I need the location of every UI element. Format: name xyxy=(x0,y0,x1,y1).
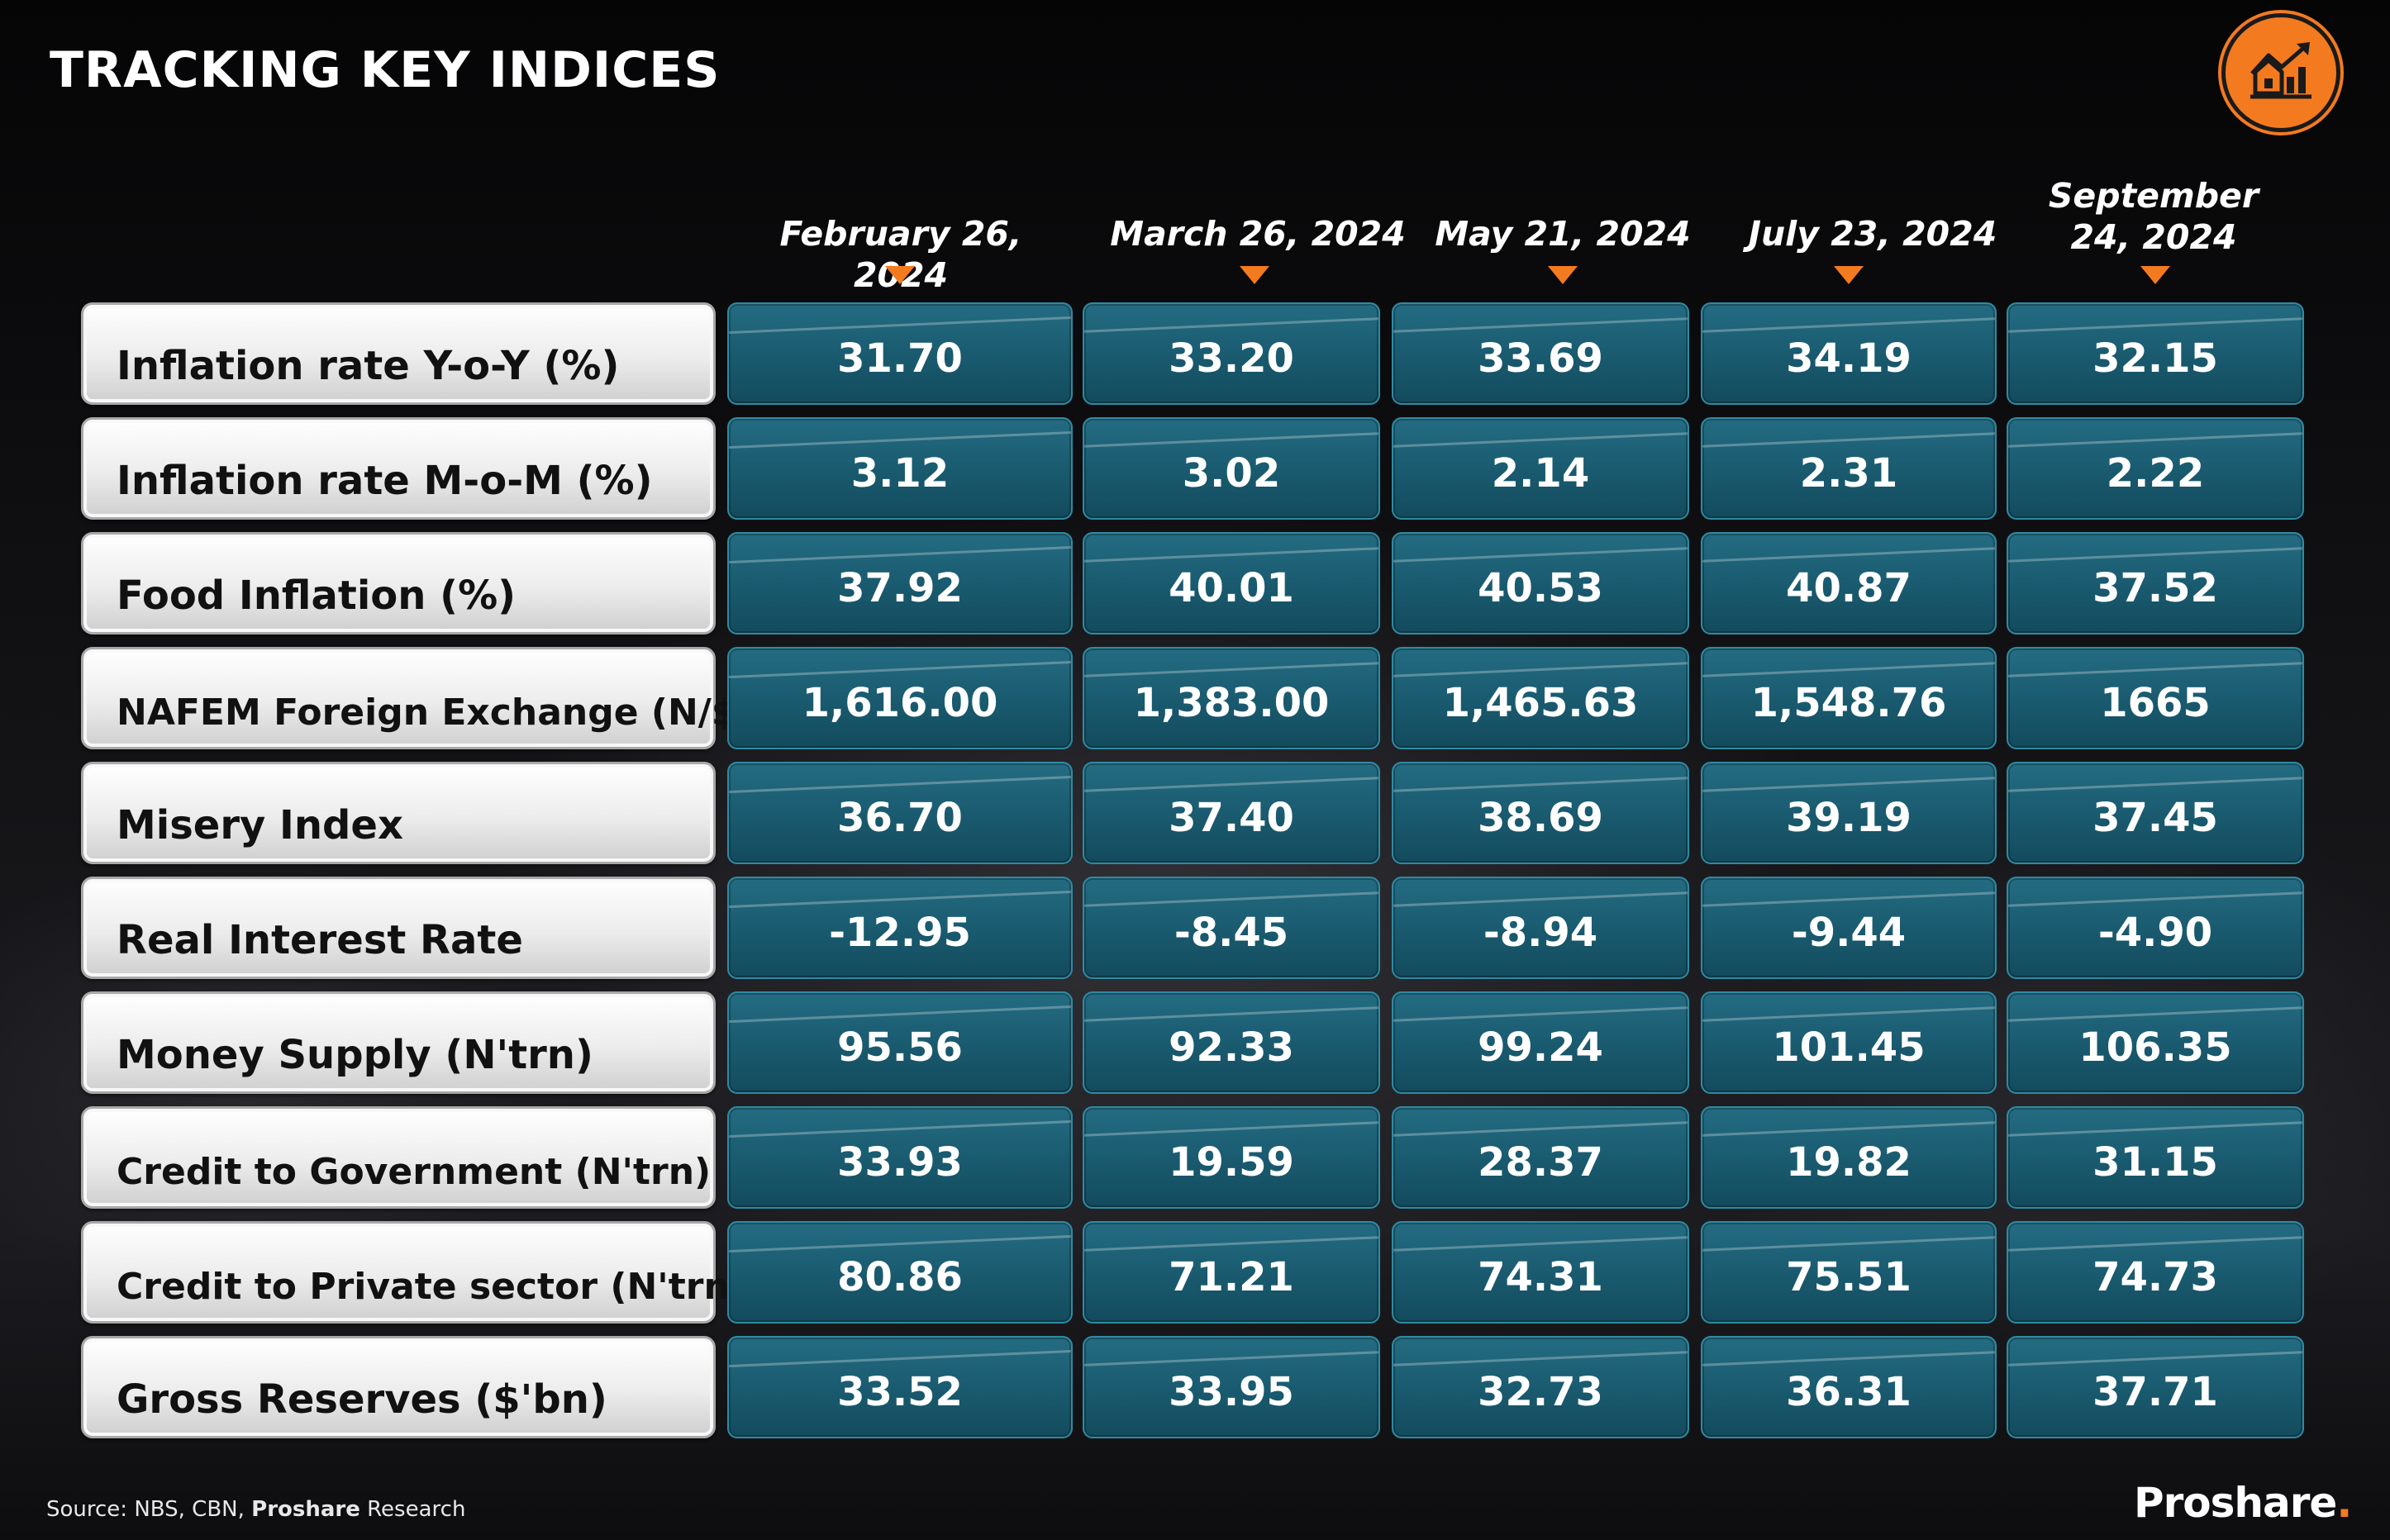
table-cell: 38.69 xyxy=(1392,762,1689,864)
chevron-down-icon xyxy=(1548,266,1578,284)
table-cell: -4.90 xyxy=(2007,877,2304,979)
table-cell: 32.15 xyxy=(2007,302,2304,405)
table-cell: 74.31 xyxy=(1392,1221,1689,1324)
table-cell: 33.93 xyxy=(727,1106,1073,1209)
table-cell: 3.12 xyxy=(727,417,1073,520)
table-cell: 1665 xyxy=(2007,647,2304,749)
table-cell: 19.82 xyxy=(1701,1106,1997,1209)
table-cell: 36.31 xyxy=(1701,1336,1997,1438)
source-brand: Proshare xyxy=(251,1497,360,1522)
table-cell: 37.92 xyxy=(727,532,1073,635)
table-cell: 40.53 xyxy=(1392,532,1689,635)
row-label: Inflation rate M-o-M (%) xyxy=(81,417,716,520)
row-label: Real Interest Rate xyxy=(81,877,716,979)
brand-name: Proshare xyxy=(2134,1479,2337,1527)
table-cell: 92.33 xyxy=(1083,991,1380,1094)
table-cell: 75.51 xyxy=(1701,1221,1997,1324)
table-cell: 37.71 xyxy=(2007,1336,2304,1438)
table-cell: 99.24 xyxy=(1392,991,1689,1094)
table-cell: -8.94 xyxy=(1392,877,1689,979)
table-cell: 1,616.00 xyxy=(727,647,1073,749)
table-cell: 74.73 xyxy=(2007,1221,2304,1324)
table-cell: 1,548.76 xyxy=(1701,647,1997,749)
table-cell: -12.95 xyxy=(727,877,1073,979)
proshare-logo: Proshare. xyxy=(2134,1479,2352,1527)
chevron-down-icon xyxy=(1834,266,1864,284)
table-cell: 1,383.00 xyxy=(1083,647,1380,749)
brand-dot: . xyxy=(2336,1479,2352,1527)
table-cell: 37.52 xyxy=(2007,532,2304,635)
table-cell: 71.21 xyxy=(1083,1221,1380,1324)
table-cell: 40.01 xyxy=(1083,532,1380,635)
table-cell: 2.14 xyxy=(1392,417,1689,520)
table-cell: 80.86 xyxy=(727,1221,1073,1324)
table-cell: 31.70 xyxy=(727,302,1073,405)
table-cell: 37.40 xyxy=(1083,762,1380,864)
page-title: TRACKING KEY INDICES xyxy=(50,41,721,99)
table-cell: -8.45 xyxy=(1083,877,1380,979)
table-cell: 34.19 xyxy=(1701,302,1997,405)
row-label: Credit to Government (N'trn) xyxy=(81,1106,716,1209)
table-cell: 40.87 xyxy=(1701,532,1997,635)
table-cell: 36.70 xyxy=(727,762,1073,864)
table-cell: 2.22 xyxy=(2007,417,2304,520)
row-label: Money Supply (N'trn) xyxy=(81,991,716,1094)
table-cell: 2.31 xyxy=(1701,417,1997,520)
house-growth-chart-icon xyxy=(2218,10,2344,135)
chevron-down-icon xyxy=(2140,266,2170,284)
table-cell: 32.73 xyxy=(1392,1336,1689,1438)
table-cell: 28.37 xyxy=(1392,1106,1689,1209)
row-label: Misery Index xyxy=(81,762,716,864)
table-cell: 1,465.63 xyxy=(1392,647,1689,749)
table-cell: 101.45 xyxy=(1701,991,1997,1094)
table-cell: 33.69 xyxy=(1392,302,1689,405)
table-cell: 3.02 xyxy=(1083,417,1380,520)
column-header: May 21, 2024 xyxy=(1435,214,1691,254)
table-cell: 37.45 xyxy=(2007,762,2304,864)
column-header: March 26, 2024 xyxy=(1110,214,1406,254)
table-cell: 106.35 xyxy=(2007,991,2304,1094)
table-cell: 19.59 xyxy=(1083,1106,1380,1209)
table-cell: 39.19 xyxy=(1701,762,1997,864)
column-header: July 23, 2024 xyxy=(1748,214,1997,254)
row-label: Food Inflation (%) xyxy=(81,532,716,635)
chevron-down-icon xyxy=(885,266,915,284)
row-label: Gross Reserves ($'bn) xyxy=(81,1336,716,1438)
source-suffix: Research xyxy=(367,1497,466,1522)
source-note: Source: NBS, CBN, Proshare Research xyxy=(46,1497,465,1522)
table-cell: -9.44 xyxy=(1701,877,1997,979)
table-cell: 95.56 xyxy=(727,991,1073,1094)
row-label: Credit to Private sector (N'trn) xyxy=(81,1221,746,1324)
chevron-down-icon xyxy=(1240,266,1269,284)
table-cell: 31.15 xyxy=(2007,1106,2304,1209)
table-cell: 33.52 xyxy=(727,1336,1073,1438)
row-label: Inflation rate Y-o-Y (%) xyxy=(81,302,716,405)
source-prefix: Source: NBS, CBN, xyxy=(46,1497,245,1522)
row-label: NAFEM Foreign Exchange (N/$) xyxy=(81,647,754,749)
column-header: September 24, 2024 xyxy=(2048,176,2259,257)
table-cell: 33.20 xyxy=(1083,302,1380,405)
table-cell: 33.95 xyxy=(1083,1336,1380,1438)
